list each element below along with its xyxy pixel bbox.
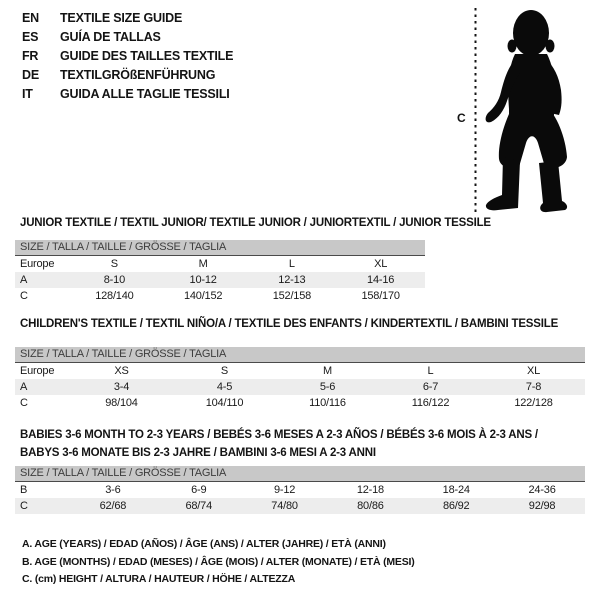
row-label-cell: A (20, 274, 28, 286)
language-title-list: EN TEXTILE SIZE GUIDE ES GUÍA DE TALLAS … (22, 9, 233, 104)
size-cell: 68/74 (185, 500, 212, 512)
language-row: IT GUIDA ALLE TAGLIE TESSILI (22, 85, 233, 104)
size-header-bar: SIZE / TALLA / TAILLE / GRÖSSE / TAGLIA (15, 240, 425, 256)
language-code: EN (22, 11, 39, 25)
baby-figure (485, 10, 568, 213)
language-label: TEXTILE SIZE GUIDE (60, 11, 183, 25)
size-cell: 122/128 (514, 397, 553, 409)
language-code: IT (22, 87, 33, 101)
row-label-cell: C (20, 500, 28, 512)
size-cell: XL (374, 258, 388, 270)
footnotes: A. AGE (YEARS) / EDAD (AÑOS) / ÂGE (ANS)… (22, 536, 415, 589)
children-size-table: Europe XS S M L XL A 3-4 4-5 5-6 6-7 7-8… (15, 363, 585, 411)
table-row: Europe S M L XL (15, 256, 425, 272)
language-label: GUÍA DE TALLAS (60, 30, 161, 44)
size-cell: 18-24 (442, 484, 470, 496)
size-cell: 6-7 (422, 381, 439, 393)
table-row: C 128/140 140/152 152/158 158/170 (15, 288, 425, 304)
size-cell: 98/104 (105, 397, 138, 409)
size-cell: 10-12 (189, 274, 217, 286)
language-code: FR (22, 49, 39, 63)
section-junior: JUNIOR TEXTILE / TEXTIL JUNIOR/ TEXTILE … (15, 217, 491, 304)
row-label-cell: Europe (20, 258, 55, 270)
table-row: C 98/104 104/110 110/116 116/122 122/128 (15, 395, 585, 411)
footnote-b: B. AGE (MONTHS) / EDAD (MESES) / ÂGE (MO… (22, 555, 415, 568)
table-row: A 8-10 10-12 12-13 14-16 (15, 272, 425, 288)
row-label-cell: Europe (20, 365, 55, 377)
baby-silhouette-icon: C (457, 8, 568, 213)
table-row: C 62/68 68/74 74/80 80/86 86/92 92/98 (15, 498, 585, 514)
table-row: B 3-6 6-9 9-12 12-18 18-24 24-36 (15, 482, 585, 498)
size-cell: 104/110 (205, 397, 244, 409)
size-cell: S (110, 258, 118, 270)
size-cell: 7-8 (525, 381, 542, 393)
row-label-cell: A (20, 381, 28, 393)
language-row: FR GUIDE DES TAILLES TEXTILE (22, 47, 233, 66)
row-label-cell: B (20, 484, 28, 496)
size-cell: 128/140 (95, 290, 134, 302)
junior-size-table: Europe S M L XL A 8-10 10-12 12-13 14-16… (15, 256, 425, 304)
language-row: ES GUÍA DE TALLAS (22, 28, 233, 47)
size-cell: 6-9 (191, 484, 207, 496)
section-title: CHILDREN'S TEXTILE / TEXTIL NIÑO/A / TEX… (20, 318, 559, 330)
size-cell: M (198, 258, 208, 270)
language-code: ES (22, 30, 39, 44)
size-cell: 4-5 (216, 381, 233, 393)
height-label: C (457, 111, 466, 125)
size-cell: L (288, 258, 295, 270)
size-cell: 3-4 (113, 381, 130, 393)
size-cell: 9-12 (273, 484, 296, 496)
size-cell: 12-18 (356, 484, 384, 496)
language-row: EN TEXTILE SIZE GUIDE (22, 9, 233, 28)
size-header-bar: SIZE / TALLA / TAILLE / GRÖSSE / TAGLIA (15, 466, 585, 482)
section-children: CHILDREN'S TEXTILE / TEXTIL NIÑO/A / TEX… (15, 318, 585, 411)
size-cell: L (427, 365, 434, 377)
table-row: Europe XS S M L XL (15, 363, 585, 379)
section-title-line1: BABIES 3-6 MONTH TO 2-3 YEARS / BEBÉS 3-… (20, 429, 538, 441)
section-title: JUNIOR TEXTILE / TEXTIL JUNIOR/ TEXTILE … (20, 217, 491, 229)
size-cell: 12-13 (278, 274, 306, 286)
size-cell: 86/92 (442, 500, 470, 512)
size-cell: 110/116 (309, 397, 346, 409)
size-cell: M (323, 365, 332, 377)
language-label: GUIDA ALLE TAGLIE TESSILI (60, 87, 230, 101)
size-cell: 62/68 (99, 500, 127, 512)
size-cell: XS (114, 365, 129, 377)
section-babies: BABIES 3-6 MONTH TO 2-3 YEARS / BEBÉS 3-… (15, 426, 585, 514)
size-cell: 3-6 (105, 484, 121, 496)
section-title-line2: BABYS 3-6 MONATE BIS 2-3 JAHRE / BAMBINI… (20, 447, 376, 459)
size-header-bar: SIZE / TALLA / TAILLE / GRÖSSE / TAGLIA (15, 347, 585, 363)
language-label: GUIDE DES TAILLES TEXTILE (60, 49, 234, 63)
footnote-a: A. AGE (YEARS) / EDAD (AÑOS) / ÂGE (ANS)… (22, 538, 386, 550)
language-label: TEXTILGRÖßENFÜHRUNG (60, 68, 216, 82)
size-cell: 24-36 (528, 484, 556, 496)
size-cell: 116/122 (411, 397, 450, 409)
size-cell: 14-16 (367, 274, 395, 286)
size-cell: XL (526, 365, 541, 377)
size-cell: 8-10 (103, 274, 125, 286)
row-label-cell: C (20, 397, 28, 409)
table-row: A 3-4 4-5 5-6 6-7 7-8 (15, 379, 585, 395)
babies-size-table: B 3-6 6-9 9-12 12-18 18-24 24-36 C 62/68… (15, 482, 585, 514)
row-label-cell: C (20, 290, 28, 302)
size-cell: 152/158 (272, 290, 312, 302)
size-cell: 140/152 (183, 290, 223, 302)
footnote-c: C. (cm) HEIGHT / ALTURA / HAUTEUR / HÖHE… (22, 573, 296, 585)
size-cell: 74/80 (271, 500, 298, 512)
size-cell: 5-6 (319, 381, 336, 393)
language-code: DE (22, 68, 39, 82)
size-cell: 80/86 (357, 500, 384, 512)
size-cell: S (220, 365, 229, 377)
language-row: DE TEXTILGRÖßENFÜHRUNG (22, 66, 233, 85)
size-cell: 92/98 (528, 500, 556, 512)
size-cell: 158/170 (361, 290, 400, 302)
